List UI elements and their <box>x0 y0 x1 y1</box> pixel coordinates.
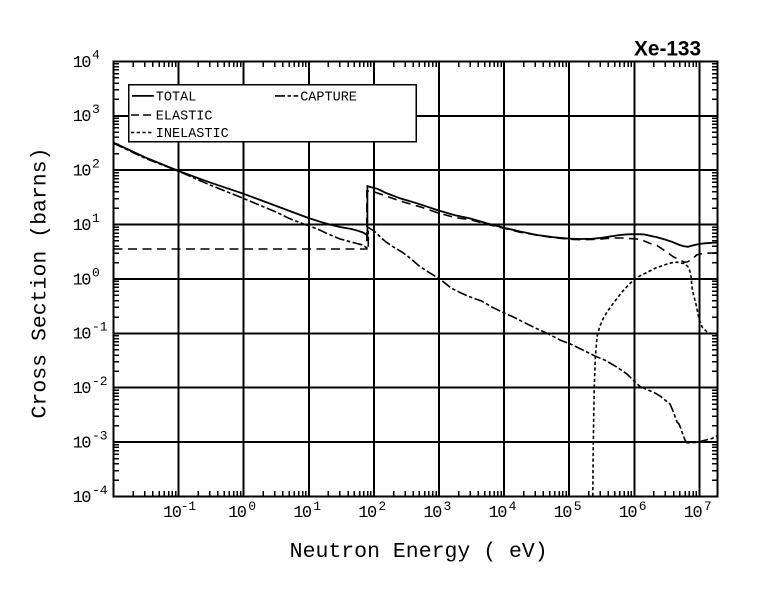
svg-text:1: 1 <box>92 211 100 226</box>
svg-text:7: 7 <box>704 499 712 514</box>
svg-text:-2: -2 <box>92 374 108 389</box>
svg-text:10: 10 <box>358 504 377 523</box>
svg-text:TOTAL: TOTAL <box>156 91 197 106</box>
svg-text:-4: -4 <box>92 483 108 498</box>
svg-text:10: 10 <box>73 54 92 73</box>
svg-text:10: 10 <box>684 504 703 523</box>
svg-text:3: 3 <box>444 499 452 514</box>
svg-text:10: 10 <box>423 504 442 523</box>
svg-text:3: 3 <box>92 102 100 117</box>
svg-text:10: 10 <box>73 326 92 345</box>
svg-text:2: 2 <box>378 499 386 514</box>
svg-text:0: 0 <box>248 499 256 514</box>
svg-text:10: 10 <box>73 380 92 399</box>
svg-text:10: 10 <box>73 489 92 508</box>
svg-text:10: 10 <box>73 163 92 182</box>
svg-text:-1: -1 <box>181 499 197 514</box>
svg-text:ELASTIC: ELASTIC <box>156 110 213 125</box>
svg-text:4: 4 <box>509 499 517 514</box>
svg-text:INELASTIC: INELASTIC <box>156 127 229 142</box>
svg-text:0: 0 <box>92 265 100 280</box>
svg-text:10: 10 <box>619 504 638 523</box>
svg-text:10: 10 <box>293 504 312 523</box>
svg-text:10: 10 <box>554 504 573 523</box>
svg-text:5: 5 <box>574 499 582 514</box>
svg-text:-1: -1 <box>92 320 108 335</box>
svg-text:2: 2 <box>92 157 100 172</box>
svg-text:4: 4 <box>92 48 100 63</box>
svg-text:Xe-133: Xe-133 <box>634 38 701 61</box>
svg-text:10: 10 <box>163 504 182 523</box>
svg-text:-3: -3 <box>92 428 108 443</box>
svg-text:Cross Section (barns): Cross Section (barns) <box>29 148 53 419</box>
svg-text:CAPTURE: CAPTURE <box>300 91 357 106</box>
svg-text:1: 1 <box>313 499 321 514</box>
svg-text:10: 10 <box>73 435 92 454</box>
svg-text:Neutron Energy ( eV): Neutron Energy ( eV) <box>290 540 548 564</box>
svg-text:10: 10 <box>73 271 92 290</box>
svg-text:10: 10 <box>73 217 92 236</box>
svg-text:6: 6 <box>639 499 647 514</box>
svg-text:10: 10 <box>489 504 508 523</box>
svg-text:10: 10 <box>73 108 92 127</box>
svg-text:10: 10 <box>228 504 247 523</box>
